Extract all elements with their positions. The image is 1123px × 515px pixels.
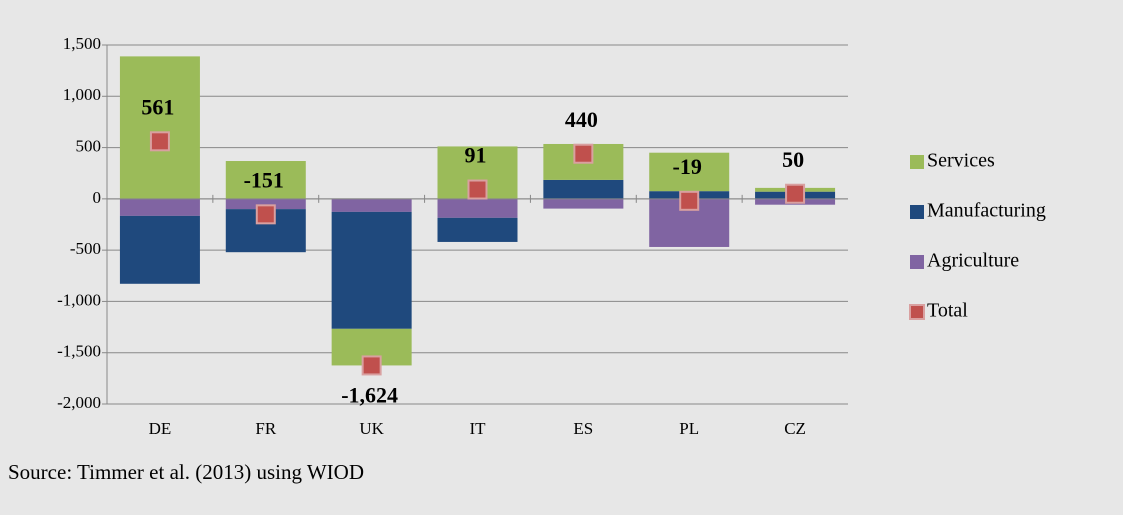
x-tick-label: FR [255, 419, 276, 438]
bar-segment [119, 215, 200, 284]
x-tick-label: IT [469, 419, 486, 438]
y-tick-label: 0 [93, 188, 102, 207]
data-label: 440 [565, 107, 598, 132]
y-tick-label: 1,500 [63, 34, 101, 53]
data-label: -151 [244, 167, 284, 192]
total-marker [149, 131, 170, 152]
x-tick-label: ES [573, 419, 593, 438]
bar-segment [119, 56, 200, 199]
bar-segment [649, 152, 730, 192]
y-tick-label: -1,000 [57, 290, 101, 309]
legend-swatch [910, 255, 924, 269]
bar-segment [437, 198, 518, 218]
total-marker [361, 355, 382, 376]
bar-segment [437, 217, 518, 242]
y-tick-label: -2,000 [57, 393, 101, 412]
bar-segment [543, 179, 624, 199]
y-tick-label: -500 [70, 239, 101, 258]
y-tick-label: 500 [76, 136, 102, 155]
legend-label: Total [927, 300, 968, 322]
total-marker [255, 204, 276, 225]
total-marker [785, 183, 806, 204]
x-tick-label: CZ [784, 419, 806, 438]
bar-segment [331, 198, 412, 212]
x-tick-label: DE [149, 419, 172, 438]
legend-label: Manufacturing [927, 200, 1046, 222]
y-tick-label: 1,000 [63, 85, 101, 104]
data-label: -19 [673, 154, 702, 179]
legend-swatch [909, 304, 925, 320]
x-tick-label: PL [679, 419, 699, 438]
x-tick-label: UK [359, 419, 384, 438]
y-tick-label: -1,500 [57, 342, 101, 361]
legend-swatch [910, 155, 924, 169]
total-marker [467, 179, 488, 200]
total-marker [679, 190, 700, 211]
data-label: 561 [141, 94, 174, 119]
data-label: -1,624 [341, 382, 398, 407]
legend-swatch [910, 205, 924, 219]
data-label: 91 [465, 143, 487, 168]
bar-segment [331, 211, 412, 329]
source-note: Source: Timmer et al. (2013) using WIOD [8, 460, 364, 484]
total-marker [573, 143, 594, 164]
bar-segment [543, 198, 624, 209]
bar-segment [225, 161, 306, 199]
data-label: 50 [782, 147, 804, 172]
legend-label: Services [927, 150, 995, 172]
bar-segment [119, 198, 200, 216]
legend-label: Agriculture [927, 250, 1019, 272]
bar-segment [225, 198, 306, 210]
